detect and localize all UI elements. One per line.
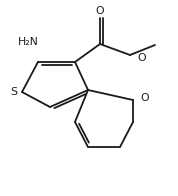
Text: O: O: [140, 93, 149, 103]
Text: O: O: [96, 6, 104, 16]
Text: S: S: [11, 87, 17, 97]
Text: H₂N: H₂N: [18, 37, 38, 47]
Text: O: O: [137, 53, 146, 63]
